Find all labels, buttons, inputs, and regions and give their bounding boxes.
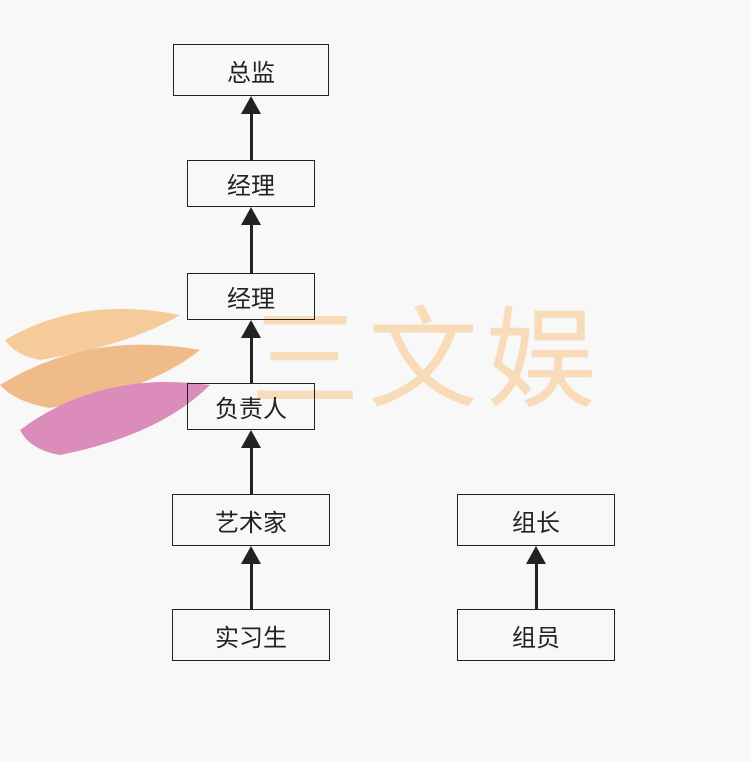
node-label: 实习生 [215, 618, 287, 653]
arrow-up-icon [241, 96, 261, 160]
node-label: 组员 [512, 618, 560, 653]
node-director: 总监 [173, 44, 329, 96]
arrow-up-icon [241, 430, 261, 494]
node-team-member: 组员 [457, 609, 615, 661]
node-label: 艺术家 [215, 503, 287, 538]
node-label: 总监 [227, 53, 275, 88]
node-label: 组长 [512, 503, 560, 538]
node-intern: 实习生 [172, 609, 330, 661]
node-label: 经理 [227, 279, 275, 314]
node-label: 经理 [227, 166, 275, 201]
node-label: 负责人 [215, 389, 287, 424]
node-artist: 艺术家 [172, 494, 330, 546]
arrow-up-icon [241, 546, 261, 609]
node-manager2: 经理 [187, 273, 315, 320]
node-manager1: 经理 [187, 160, 315, 207]
arrow-up-icon [241, 207, 261, 273]
arrow-up-icon [526, 546, 546, 609]
node-leader: 负责人 [187, 383, 315, 430]
node-team-lead: 组长 [457, 494, 615, 546]
arrow-up-icon [241, 320, 261, 383]
